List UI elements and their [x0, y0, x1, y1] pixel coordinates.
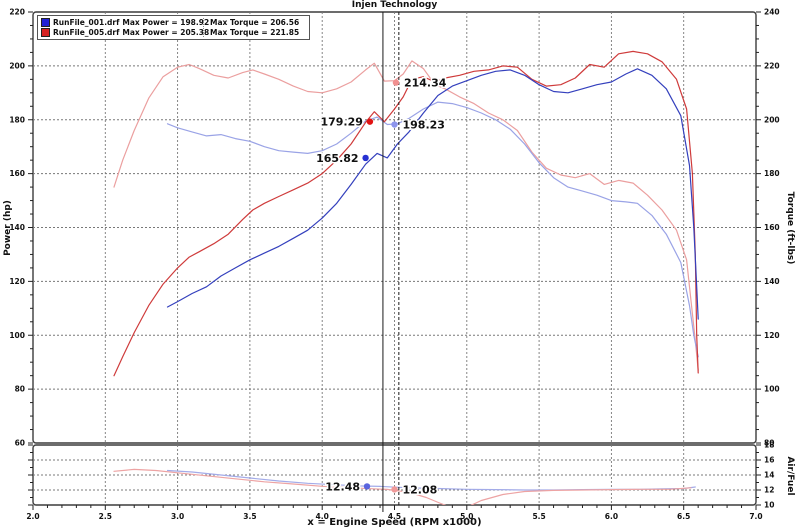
svg-text:80: 80: [764, 439, 774, 448]
af-series-layer: [113, 468, 696, 505]
cursor-readout-dot: [363, 483, 371, 490]
cursor-readout-label: 198.23: [403, 119, 445, 132]
run1-power-curve: [166, 68, 699, 320]
svg-text:5.5: 5.5: [532, 512, 545, 521]
svg-text:60: 60: [15, 439, 25, 448]
svg-text:2.0: 2.0: [26, 512, 39, 521]
svg-text:220: 220: [9, 8, 25, 17]
svg-text:100: 100: [9, 331, 25, 340]
svg-text:80: 80: [15, 385, 25, 394]
legend-row-run2[interactable]: RunFile_005.drf Max Power = 205.38 Max To…: [41, 28, 305, 37]
svg-text:5.0: 5.0: [460, 512, 473, 521]
cursor-readout-label: 179.29: [320, 116, 362, 129]
run2-torque-curve: [113, 60, 699, 371]
svg-text:120: 120: [9, 277, 25, 286]
legend: RunFile_001.drf Max Power = 198.92 Max To…: [37, 15, 310, 40]
svg-text:180: 180: [9, 115, 25, 124]
cursor-readout-label: 12.48: [325, 480, 360, 493]
svg-text:6.0: 6.0: [605, 512, 618, 521]
svg-text:2.5: 2.5: [99, 512, 112, 521]
cursor-readout-label: 12.08: [403, 483, 438, 496]
axis-ticks: [28, 11, 761, 510]
power-axis-title: Power (hp): [3, 200, 13, 256]
run2-file-label: RunFile_005.drf: [53, 28, 120, 37]
legend-run1-main: RunFile_001.drf Max Power = 198.92: [53, 18, 209, 27]
run2-af-curve: [113, 468, 692, 505]
run1-max-torque: Max Torque = 206.56: [203, 18, 305, 27]
axis-tick-labels: 60 80 100 120 140 160 180 200 220 80 100 120 140 160 1…: [9, 8, 779, 522]
svg-text:16: 16: [764, 456, 774, 465]
svg-text:6.5: 6.5: [677, 512, 690, 521]
svg-text:160: 160: [764, 223, 780, 232]
svg-text:140: 140: [9, 223, 25, 232]
svg-text:18: 18: [764, 441, 774, 450]
run1-file-label: RunFile_001.drf: [53, 18, 120, 27]
cursor-readout-dot: [392, 79, 400, 86]
svg-text:200: 200: [764, 115, 780, 124]
svg-text:3.5: 3.5: [243, 512, 256, 521]
main-series-layer: [113, 50, 699, 377]
cursor-readout-dot: [362, 154, 369, 162]
svg-text:220: 220: [764, 61, 780, 70]
torque-axis-title: Torque (ft-lbs): [785, 191, 795, 265]
run2-max-torque: Max Torque = 221.85: [203, 28, 305, 37]
legend-row-run1[interactable]: RunFile_001.drf Max Power = 198.92 Max To…: [41, 18, 305, 27]
run2-color-swatch: [41, 28, 50, 37]
svg-text:12: 12: [764, 486, 774, 495]
cursor-readout-label: 214.34: [404, 77, 447, 90]
legend-run2-main: RunFile_005.drf Max Power = 205.38: [53, 28, 209, 37]
run2-max-power: Max Power = 205.38: [122, 28, 210, 37]
svg-text:14: 14: [764, 471, 774, 480]
svg-text:140: 140: [764, 277, 780, 286]
chart-title: Injen Technology: [351, 0, 438, 10]
run1-max-power: Max Power = 198.92: [122, 18, 210, 27]
cursor-readout-dot: [366, 118, 374, 125]
run1-torque-curve: [166, 101, 699, 358]
svg-text:200: 200: [9, 61, 25, 70]
svg-text:4.5: 4.5: [388, 512, 401, 521]
gridlines: [33, 12, 756, 505]
svg-text:3.0: 3.0: [171, 512, 184, 521]
svg-text:4.0: 4.0: [316, 512, 329, 521]
run1-color-swatch: [41, 18, 50, 27]
svg-text:180: 180: [764, 169, 780, 178]
svg-text:7.0: 7.0: [749, 512, 762, 521]
af-axis-title: Air/Fuel: [785, 456, 795, 496]
x-axis-title: x = Engine Speed (RPM x1000): [307, 517, 482, 528]
svg-text:160: 160: [9, 169, 25, 178]
svg-text:10: 10: [764, 501, 774, 510]
svg-text:120: 120: [764, 331, 780, 340]
svg-text:100: 100: [764, 385, 780, 394]
run2-power-curve: [113, 50, 699, 377]
cursor-readout-dot: [391, 121, 398, 128]
cursor-readout-label: 165.82: [316, 152, 358, 165]
svg-text:240: 240: [764, 8, 780, 17]
cursor-readout-dot: [391, 486, 398, 493]
